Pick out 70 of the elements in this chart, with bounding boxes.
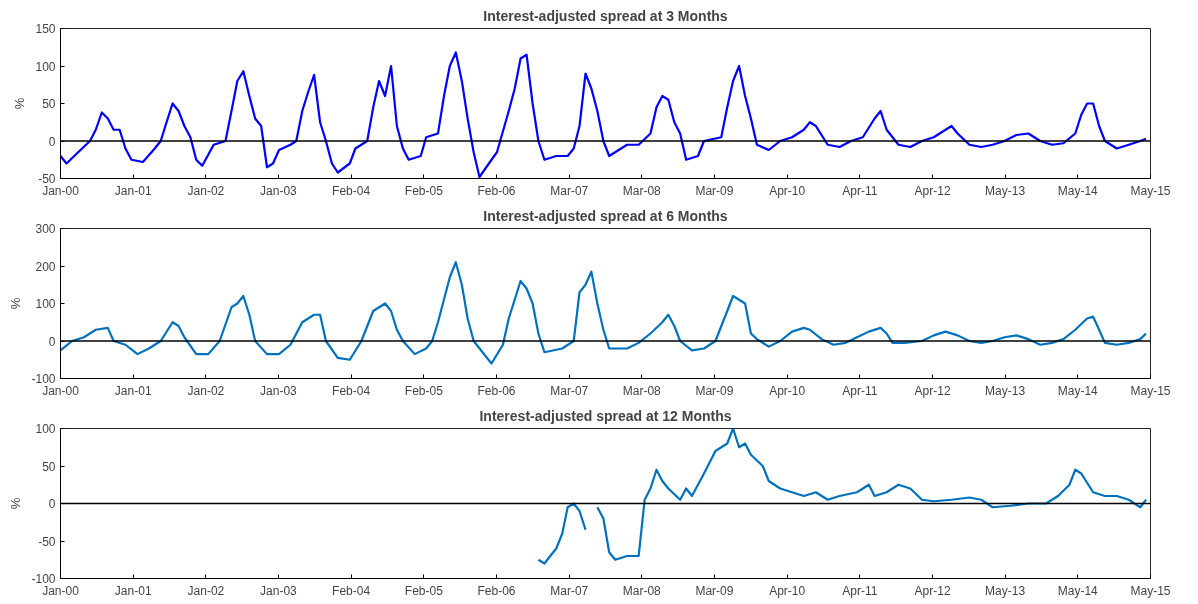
y-axis-title: %: [12, 97, 28, 110]
x-tick-label: May-13: [985, 183, 1026, 198]
x-tick-label: Mar-09: [695, 183, 734, 198]
x-tick-label: Jan-00: [42, 383, 80, 398]
y-tick-label: 300: [35, 222, 56, 236]
y-tick-label: 200: [35, 259, 56, 274]
x-tick-label: Jan-01: [114, 583, 152, 598]
y-tick-label: -100: [31, 572, 56, 586]
y-tick-label: 100: [35, 422, 56, 436]
x-tick-label: Feb-05: [404, 383, 444, 398]
x-tick-label: Jan-03: [260, 183, 298, 198]
x-tick-label: Feb-06: [477, 383, 516, 398]
y-tick-label: 0: [48, 134, 56, 149]
x-tick-label: Jan-03: [260, 583, 298, 598]
x-tick-label: Feb-04: [332, 583, 371, 598]
x-tick-label: Feb-06: [477, 583, 516, 598]
x-tick-label: Apr-10: [769, 383, 806, 398]
x-tick-label: Jan-01: [114, 183, 152, 198]
chart-title: Interest-adjusted spread at 3 Months: [483, 7, 728, 24]
x-tick-label: Mar-09: [695, 383, 734, 398]
y-tick-label: 0: [48, 497, 56, 511]
x-tick-label: Mar-08: [622, 383, 662, 398]
x-tick-label: Jan-02: [187, 383, 225, 398]
x-tick-label: Mar-07: [550, 183, 589, 198]
x-tick-label: May-14: [1057, 583, 1099, 598]
x-tick-label: May-13: [985, 383, 1026, 398]
x-tick-label: Apr-10: [769, 583, 806, 598]
x-tick-label: Mar-08: [622, 183, 662, 198]
y-tick-label: -50: [38, 534, 56, 549]
x-tick-label: Apr-10: [769, 183, 806, 198]
x-tick-label: Apr-12: [914, 383, 951, 398]
x-tick-label: Jan-01: [114, 383, 152, 398]
x-tick-label: Mar-07: [550, 583, 589, 598]
x-tick-label: Feb-05: [404, 583, 444, 598]
x-tick-label: Mar-08: [622, 583, 662, 598]
y-tick-label: 100: [35, 59, 56, 74]
x-tick-label: Feb-06: [477, 183, 516, 198]
x-tick-label: Mar-09: [695, 583, 734, 598]
y-axis-title: %: [8, 497, 24, 510]
chart-title: Interest-adjusted spread at 12 Months: [479, 407, 732, 424]
x-tick-label: Apr-12: [914, 183, 951, 198]
y-tick-label: -100: [31, 372, 56, 386]
x-tick-label: Feb-04: [332, 383, 371, 398]
x-tick-label: May-15: [1130, 583, 1171, 598]
x-tick-label: Jan-03: [260, 383, 298, 398]
x-tick-label: May-13: [985, 583, 1026, 598]
x-tick-label: Mar-07: [550, 383, 589, 398]
x-tick-label: Apr-11: [842, 583, 878, 598]
y-tick-label: 150: [35, 22, 56, 36]
x-tick-label: May-15: [1130, 183, 1171, 198]
x-tick-label: May-15: [1130, 383, 1171, 398]
x-tick-label: Apr-11: [842, 383, 878, 398]
x-tick-label: Feb-04: [332, 183, 371, 198]
x-tick-label: Jan-00: [42, 583, 80, 598]
x-tick-label: Jan-00: [42, 183, 80, 198]
chart-title: Interest-adjusted spread at 6 Months: [483, 207, 728, 224]
y-tick-label: 0: [48, 334, 56, 349]
x-tick-label: Jan-02: [187, 583, 225, 598]
line-series: [60, 261, 1148, 365]
x-tick-label: Apr-12: [914, 583, 951, 598]
x-tick-label: May-14: [1057, 183, 1099, 198]
y-tick-label: -50: [38, 172, 56, 186]
y-tick-label: 50: [42, 459, 56, 474]
y-axis-title: %: [8, 297, 24, 310]
x-tick-label: Jan-02: [187, 183, 225, 198]
x-tick-label: May-14: [1057, 383, 1099, 398]
y-tick-label: 50: [42, 97, 56, 111]
x-tick-label: Apr-11: [842, 183, 878, 198]
x-tick-label: Feb-05: [404, 183, 444, 198]
y-tick-label: 100: [35, 297, 56, 311]
